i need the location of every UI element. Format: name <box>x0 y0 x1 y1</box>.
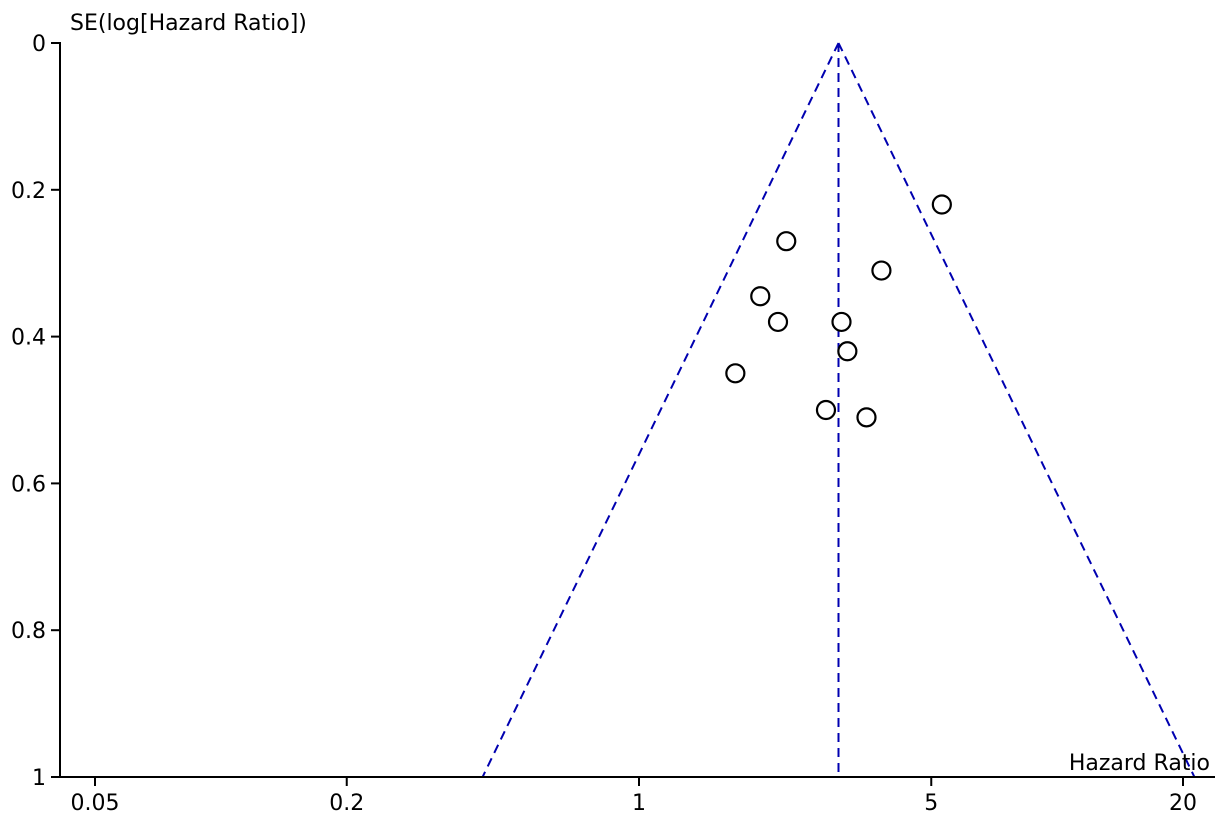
x-axis-ticks: 0.05 0.2 1 5 20 <box>71 777 1197 813</box>
x-tick-label: 0.2 <box>329 791 364 813</box>
study-points <box>725 194 952 428</box>
funnel-lines <box>481 42 1196 778</box>
y-tick-label: 0 <box>32 32 46 57</box>
study-point <box>856 407 877 428</box>
funnel-right-line <box>837 42 1196 778</box>
x-tick-label: 5 <box>924 791 938 813</box>
y-tick-label: 1 <box>32 766 46 791</box>
funnel-left-line <box>481 42 840 778</box>
y-axis-ticks: 0 0.2 0.4 0.6 0.8 1 <box>11 32 60 791</box>
study-point <box>837 341 858 362</box>
x-axis-title: Hazard Ratio <box>1069 751 1210 776</box>
axes <box>59 42 1215 778</box>
study-point <box>725 363 746 384</box>
x-tick-label: 0.05 <box>71 791 120 813</box>
study-point <box>831 311 852 333</box>
study-point <box>767 311 789 333</box>
study-point <box>750 286 771 307</box>
x-tick-label: 1 <box>632 791 646 813</box>
study-point <box>871 260 892 281</box>
x-tick-label: 20 <box>1169 791 1197 813</box>
y-axis-title: SE(log[Hazard Ratio]) <box>70 11 307 36</box>
study-point <box>931 194 952 215</box>
y-tick-label: 0.8 <box>11 619 46 644</box>
y-tick-label: 0.4 <box>11 326 46 351</box>
y-tick-label: 0.2 <box>11 179 46 204</box>
study-point <box>815 399 837 421</box>
y-tick-label: 0.6 <box>11 472 46 497</box>
study-point <box>776 231 797 252</box>
